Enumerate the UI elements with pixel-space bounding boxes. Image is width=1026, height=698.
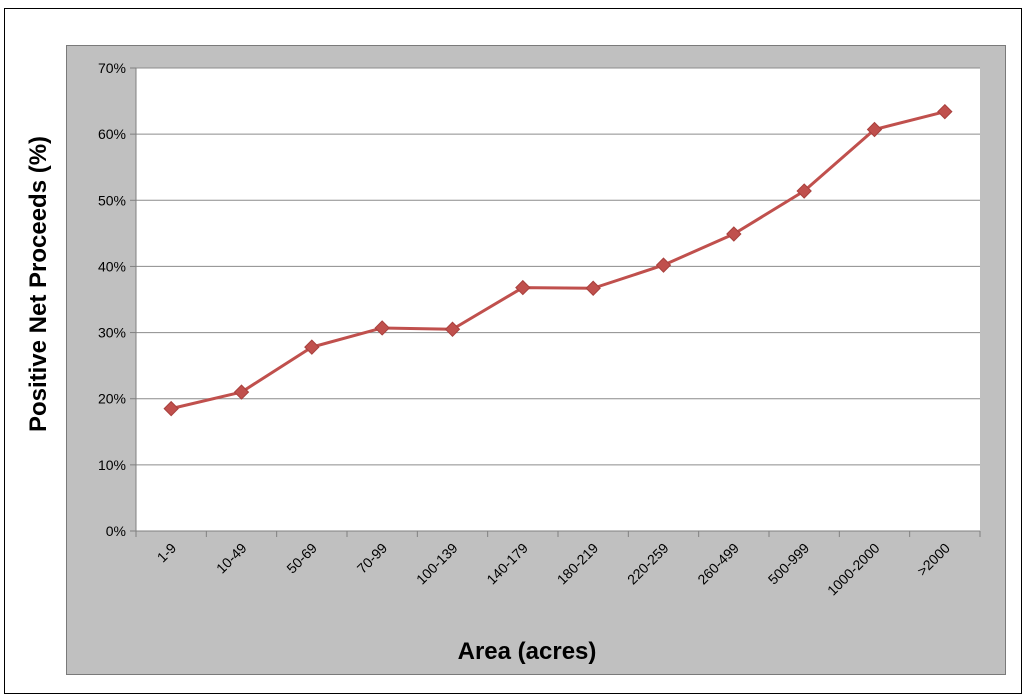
series-line	[170, 110, 946, 411]
x-tick-label: 50-69	[283, 540, 320, 577]
axes	[130, 67, 981, 537]
x-tick-label: 500-999	[765, 540, 813, 588]
y-tick-label: 0%	[106, 523, 126, 539]
data-point-marker	[444, 321, 461, 337]
data-point-marker	[655, 257, 672, 273]
data-point-marker	[163, 400, 179, 417]
x-tick-label: 260-499	[694, 540, 742, 588]
x-tick-label: 220-259	[624, 540, 672, 588]
x-tick-label: 180-219	[554, 540, 602, 588]
data-point-marker	[726, 226, 742, 242]
y-tick-label: 50%	[98, 192, 126, 208]
x-tick-label: >2000	[914, 540, 953, 579]
y-tick-label: 10%	[98, 457, 126, 473]
y-tick-label: 60%	[98, 126, 126, 142]
y-tick-label: 20%	[98, 391, 126, 407]
data-point-marker	[796, 183, 812, 199]
y-tick-label: 30%	[98, 325, 126, 341]
data-point-marker	[304, 339, 320, 355]
data-point-marker	[937, 103, 953, 120]
data-point-marker	[866, 121, 883, 138]
data-point-marker	[515, 279, 531, 296]
y-tick-labels: 0% 10% 20% 30% 40% 50% 60% 70%	[98, 60, 126, 539]
y-tick-label: 70%	[98, 60, 126, 76]
data-point-marker	[233, 384, 250, 400]
x-tick-label: 1-9	[154, 540, 180, 566]
y-axis-title: Positive Net Proceeds (%)	[25, 136, 52, 432]
data-point-marker	[585, 280, 601, 296]
gridlines	[136, 67, 980, 466]
x-tick-label: 1000-2000	[824, 540, 883, 599]
x-tick-label: 140-179	[483, 540, 531, 588]
y-tick-label: 40%	[98, 258, 126, 274]
x-tick-label: 10-49	[213, 540, 250, 577]
series	[163, 103, 953, 417]
plot-area	[136, 68, 980, 531]
data-point-marker	[374, 320, 390, 336]
x-tick-label: 70-99	[354, 540, 391, 577]
x-tick-label: 100-139	[413, 540, 461, 588]
x-tick-labels: 1-9 10-49 50-69 70-99 100-139 140-179 180-219 2…	[154, 540, 953, 599]
x-axis-title: Area (acres)	[458, 638, 597, 665]
